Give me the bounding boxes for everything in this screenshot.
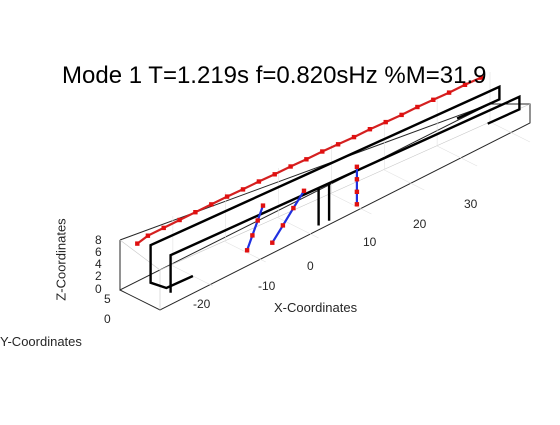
series-line-deformed-diagonal-pier-a — [246, 205, 265, 251]
data-point-marker — [145, 233, 151, 238]
data-point-marker — [288, 164, 293, 169]
data-point-marker — [224, 194, 230, 199]
data-point-marker — [320, 149, 325, 154]
z-tick-label: 8 — [95, 233, 102, 247]
data-point-marker — [354, 164, 360, 169]
axis-box-edge — [119, 103, 531, 241]
data-point-marker — [399, 112, 404, 118]
data-point-marker — [270, 240, 275, 245]
grid-line — [489, 121, 531, 143]
grid-line — [331, 193, 372, 215]
data-point-marker — [354, 202, 360, 207]
data-point-marker — [240, 187, 246, 192]
data-point-marker — [260, 203, 266, 208]
data-point-marker — [244, 248, 250, 253]
data-point-marker — [280, 223, 286, 228]
data-point-marker — [367, 127, 373, 132]
data-point-marker — [177, 217, 182, 223]
data-point-marker — [462, 82, 468, 87]
data-point-marker — [256, 179, 262, 184]
data-point-marker — [193, 210, 198, 215]
data-point-marker — [291, 205, 296, 211]
grid — [172, 72, 531, 287]
data-point-marker — [354, 189, 360, 194]
x-tick-label: -10 — [258, 279, 276, 293]
x-tick-label: 20 — [413, 217, 427, 231]
data-point-marker — [415, 104, 420, 110]
data-point-marker — [478, 75, 484, 80]
x-tick-label: -20 — [193, 297, 211, 311]
data-point-marker — [335, 142, 341, 147]
y-tick-label: 0 — [104, 312, 111, 326]
series-line-deformed-diagonal-pier-b — [271, 190, 305, 244]
z-tick-label: 6 — [95, 245, 102, 259]
data-point-marker — [383, 119, 388, 125]
tick-labels: -20 -10 0 10 20 30 0 5 0 2 4 6 8 — [95, 197, 478, 326]
data-point-marker — [351, 134, 357, 140]
data-point-marker — [272, 172, 277, 177]
data-point-marker — [446, 90, 452, 95]
data-point-marker — [250, 233, 255, 238]
x-tick-label: 0 — [307, 259, 314, 273]
y-axis-label: Y-Coordinates — [0, 334, 82, 349]
data-point-marker — [354, 177, 360, 182]
series-layer — [135, 75, 521, 293]
series-line-undeformed-front-deck — [149, 84, 501, 290]
data-point-marker — [304, 157, 309, 162]
z-tick-label: 0 — [95, 282, 102, 296]
z-tick-label: 4 — [95, 257, 102, 271]
grid-line — [437, 145, 478, 167]
series-line-deformed-deck — [136, 76, 482, 245]
data-point-marker — [301, 188, 307, 193]
data-point-marker — [255, 218, 260, 223]
x-tick-label: 10 — [363, 235, 377, 249]
z-tick-label: 2 — [95, 269, 102, 283]
series-line-undeformed-rear-deck — [169, 94, 521, 293]
data-point-marker — [161, 225, 166, 231]
data-point-marker — [209, 202, 214, 207]
y-tick-label: 5 — [104, 292, 111, 306]
x-tick-label: 30 — [464, 197, 478, 211]
data-point-marker — [135, 241, 140, 246]
grid-line — [384, 169, 425, 191]
axis-box-edge — [119, 239, 161, 271]
x-axis-label: X-Coordinates — [274, 300, 358, 315]
chart-title: Mode 1 T=1.219s f=0.820sHz %M=31.9 — [62, 62, 487, 89]
z-axis-label: Z-Coordinates — [53, 218, 69, 301]
axis-box-edge — [119, 103, 491, 291]
data-point-marker — [431, 97, 436, 102]
